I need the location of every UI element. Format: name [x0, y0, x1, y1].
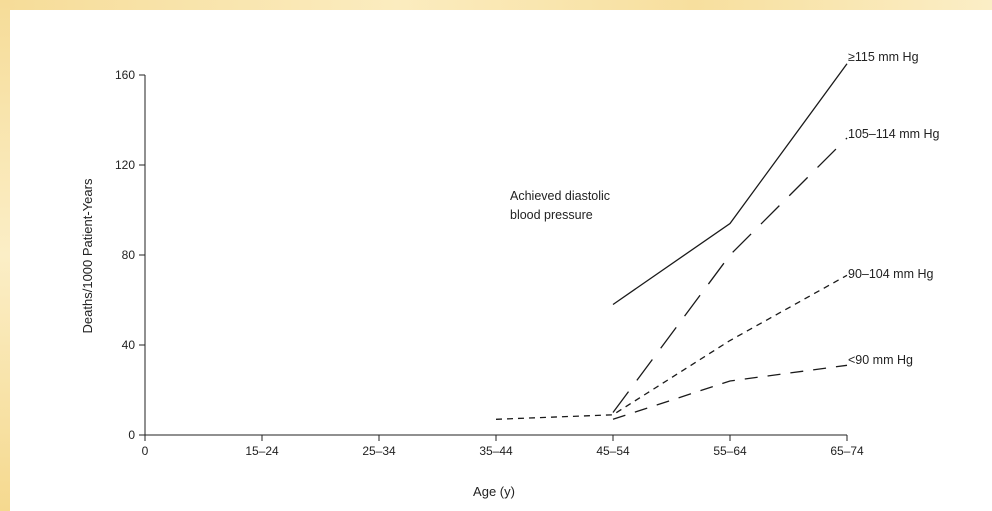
axes: [144, 75, 847, 436]
page-frame-top: [0, 0, 992, 10]
y-axis-title: Deaths/1000 Patient-Years: [80, 178, 95, 333]
y-tick-label: 80: [122, 248, 136, 262]
series-lines: [495, 63, 848, 420]
series-label: 105–114 mm Hg: [848, 127, 940, 141]
series-label: ≥115 mm Hg: [848, 50, 919, 64]
y-tick-label: 120: [115, 158, 135, 172]
series-line: [612, 364, 848, 420]
annotation-line-2: blood pressure: [510, 208, 593, 222]
x-tick-label: 15–24: [245, 444, 279, 458]
series-labels: ≥115 mm Hg 105–114 mm Hg 90–104 mm Hg <90 m…: [848, 50, 940, 367]
annotation-line-1: Achieved diastolic: [510, 189, 610, 203]
x-tick-label: 65–74: [830, 444, 864, 458]
y-axis-ticks: 0 40 80 120 160: [115, 68, 145, 442]
series-label: 90–104 mm Hg: [848, 267, 934, 281]
x-axis-ticks: 0 15–24 25–34 35–44 45–54 55–64 65–74: [142, 435, 864, 458]
y-tick-label: 40: [122, 338, 136, 352]
y-tick-label: 160: [115, 68, 135, 82]
page-frame-left: [0, 0, 10, 511]
y-tick-label: 0: [128, 428, 135, 442]
series-line: [612, 63, 848, 306]
series-line: [495, 274, 848, 420]
x-tick-label: 0: [142, 444, 149, 458]
x-tick-label: 55–64: [713, 444, 747, 458]
x-axis-title: Age (y): [473, 484, 515, 499]
x-tick-label: 25–34: [362, 444, 396, 458]
x-tick-label: 45–54: [596, 444, 630, 458]
series-label: <90 mm Hg: [848, 353, 913, 367]
series-line: [612, 137, 848, 413]
x-tick-label: 35–44: [479, 444, 513, 458]
